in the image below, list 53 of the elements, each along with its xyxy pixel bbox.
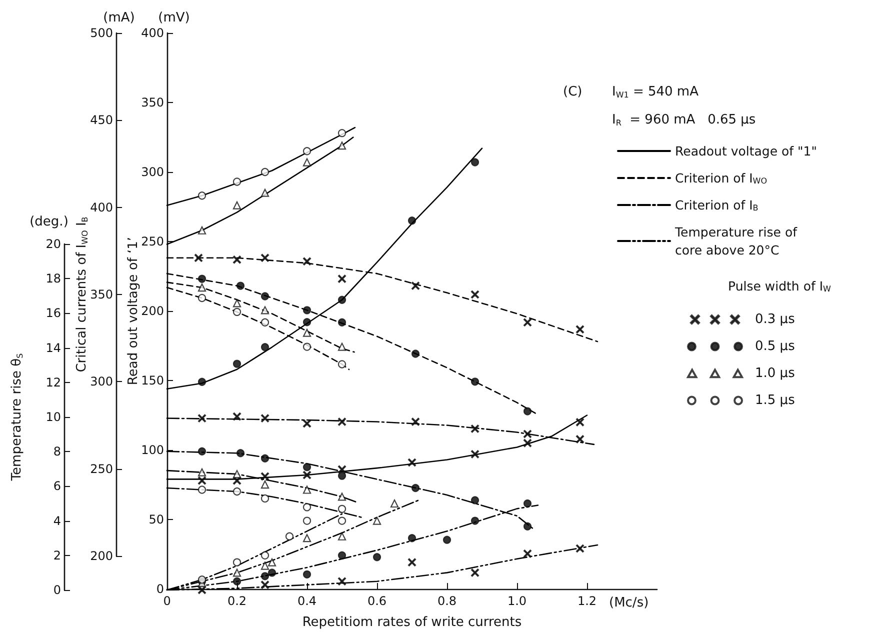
x-tick-label: 0.4 bbox=[297, 594, 317, 608]
y3-tick-label: 8 bbox=[53, 444, 61, 459]
x-tick-label: 1.2 bbox=[577, 594, 597, 608]
y-tick-label: 50 bbox=[148, 512, 164, 526]
x-tick-label: 0.2 bbox=[227, 594, 247, 608]
x-axis-title: Repetitiom rates of write currents bbox=[302, 615, 522, 630]
y3-axis-title: Temperature rise θS bbox=[10, 353, 24, 482]
y-tick-label: 150 bbox=[141, 374, 164, 388]
y3-tick-label: 0 bbox=[53, 583, 61, 597]
y2-tick-label: 200 bbox=[90, 549, 113, 563]
y3-tick-label: 20 bbox=[46, 237, 61, 251]
text: (Mc/s) bbox=[609, 596, 649, 610]
legend-label: Temperature rise of core above 20°C bbox=[674, 224, 801, 258]
x-tick-label: 1.0 bbox=[507, 594, 527, 608]
x-tick-label: 0.6 bbox=[367, 594, 387, 608]
y2-tick-label: 300 bbox=[90, 374, 113, 389]
text: (mV) bbox=[158, 10, 190, 26]
y2-tick-label: 350 bbox=[90, 288, 113, 302]
legend-label: 1.5 μs bbox=[755, 393, 796, 408]
y2-tick-label: 400 bbox=[90, 200, 113, 214]
legend-label: Criterion of IWO bbox=[675, 170, 768, 186]
annotation: (C) bbox=[563, 84, 582, 100]
y2-tick-label: 450 bbox=[90, 113, 113, 128]
y-tick-label: 400 bbox=[141, 26, 164, 40]
y-tick-label: 200 bbox=[141, 304, 164, 318]
y3-tick-label: 12 bbox=[46, 375, 61, 390]
annotation: IR = 960 mA 0.65 μs bbox=[612, 112, 756, 128]
y2-axis-title: Critical currents of IWO IB bbox=[74, 216, 90, 372]
text: (mA) bbox=[103, 10, 135, 26]
y-tick-label: 100 bbox=[141, 443, 164, 457]
legend-label: 0.3 μs bbox=[755, 312, 796, 327]
y3-tick-label: 18 bbox=[46, 272, 61, 286]
legend-label: Criterion of IB bbox=[675, 198, 758, 212]
x-tick-label: 0.8 bbox=[437, 594, 457, 608]
y3-tick-label: 14 bbox=[46, 340, 61, 355]
text: (deg.) bbox=[30, 214, 68, 230]
y3-tick-label: 2 bbox=[53, 548, 61, 562]
y3-tick-label: 16 bbox=[46, 306, 61, 320]
y3-tick-label: 10 bbox=[46, 410, 61, 424]
annotation: IW1 = 540 mA bbox=[612, 84, 699, 100]
y-tick-label: 300 bbox=[141, 165, 164, 179]
y2-tick-label: 500 bbox=[90, 26, 113, 40]
y-tick-label: 350 bbox=[141, 96, 164, 110]
legend-label: 0.5 μs bbox=[755, 339, 796, 354]
y2-tick-label: 250 bbox=[90, 462, 113, 476]
legend-label: 1.0 μs bbox=[755, 366, 796, 381]
y-tick-label: 250 bbox=[141, 234, 164, 248]
y-axis-title: Read out voltage of ‘1’ bbox=[126, 236, 141, 386]
y3-tick-label: 4 bbox=[53, 514, 61, 528]
legend-label: Readout voltage of "1" bbox=[675, 144, 818, 158]
y-tick-label: 0 bbox=[156, 582, 164, 596]
y3-tick-label: 6 bbox=[53, 479, 61, 494]
legend-title: Pulse width of IW bbox=[728, 278, 832, 294]
